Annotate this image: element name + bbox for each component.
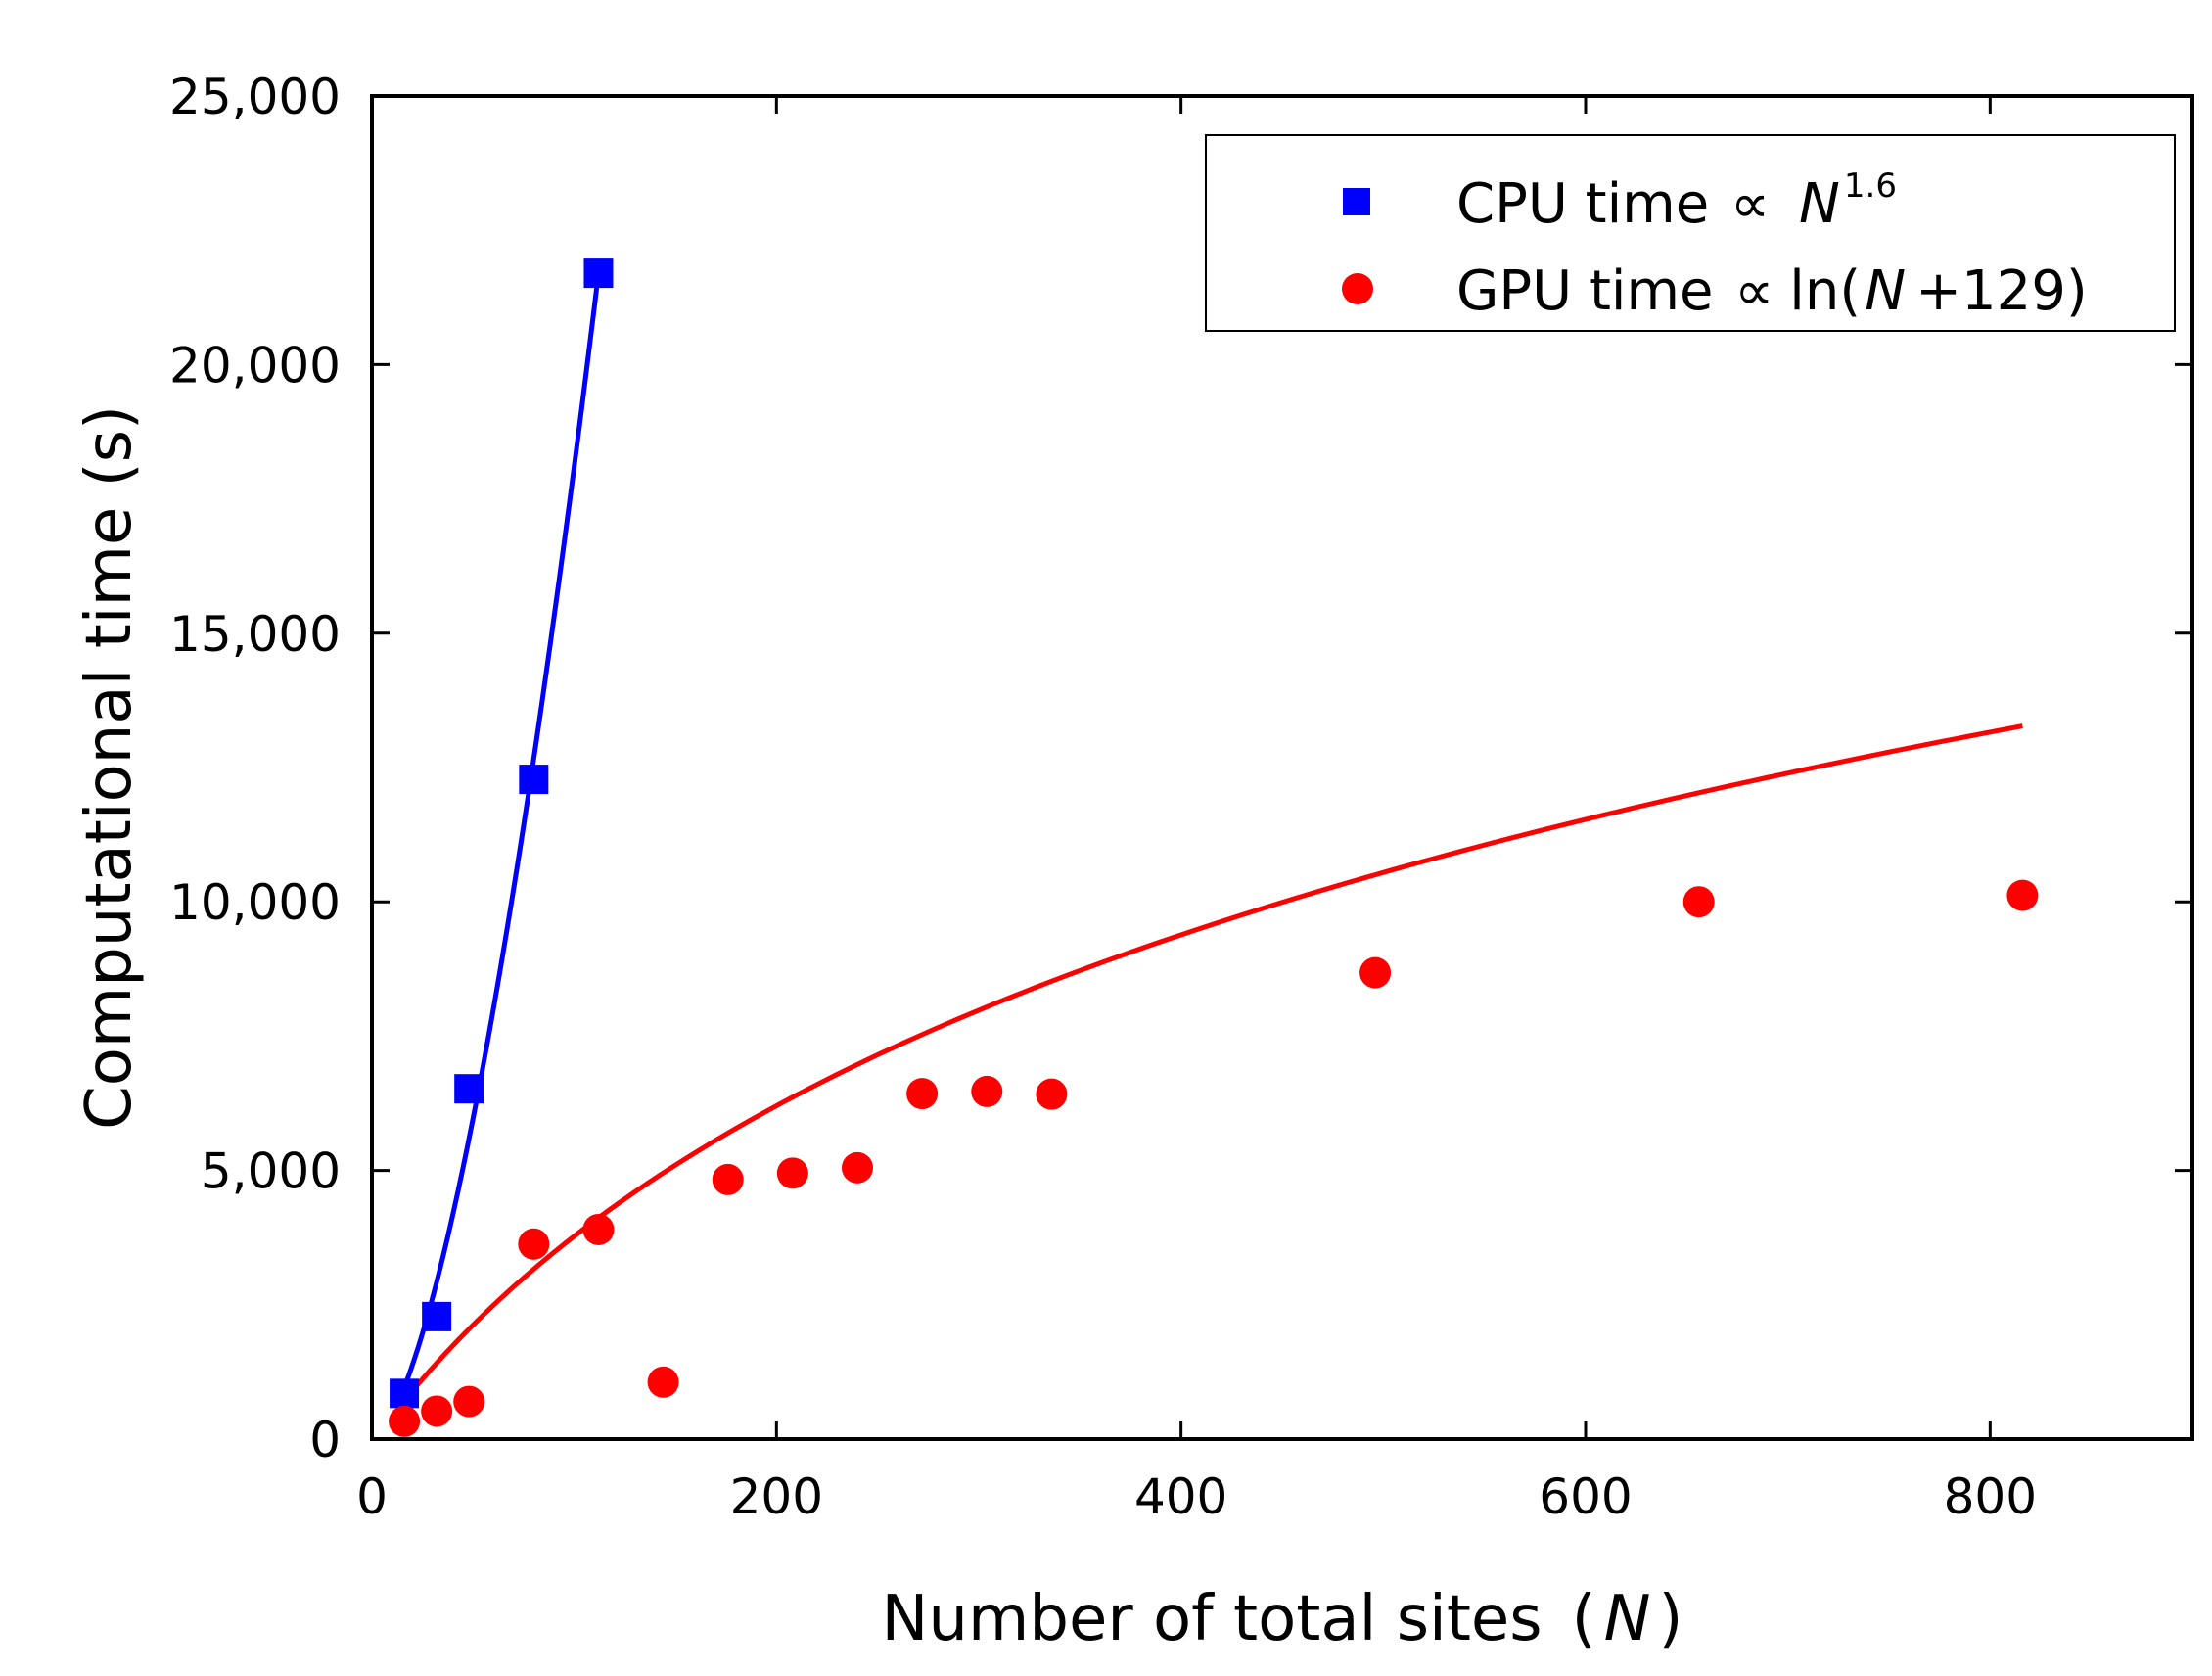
legend-gpu-text: GPU time bbox=[1456, 259, 1730, 323]
gpu-point bbox=[2006, 879, 2039, 911]
x-tick-label: 400 bbox=[1134, 1468, 1227, 1525]
gpu-point bbox=[906, 1078, 939, 1110]
cpu-point bbox=[390, 1378, 420, 1409]
x-tick-label: 0 bbox=[356, 1468, 388, 1525]
y-tick-label: 0 bbox=[309, 1412, 341, 1468]
gpu-point bbox=[389, 1405, 421, 1437]
y-tick-label: 20,000 bbox=[169, 337, 341, 394]
y-axis-title: Computational time (s) bbox=[73, 405, 146, 1130]
gpu-point bbox=[842, 1151, 873, 1184]
y-tick-label: 5,000 bbox=[201, 1143, 341, 1200]
gpu-point bbox=[971, 1075, 1003, 1107]
gpu-point bbox=[518, 1228, 550, 1260]
y-tick-label: 15,000 bbox=[169, 606, 341, 663]
x-axis-title: Number of total sites(N) bbox=[882, 1583, 1683, 1655]
proportional-symbol: ∝ bbox=[1730, 172, 1770, 236]
gpu-fit-curve bbox=[402, 723, 2023, 1403]
legend-cpu-marker bbox=[1343, 188, 1370, 215]
legend-cpu-label: CPU time ∝ N 1.6 bbox=[1456, 166, 1897, 236]
cpu-point bbox=[583, 258, 614, 289]
legend-gpu-marker bbox=[1342, 273, 1373, 304]
legend-gpu-label: GPU time ∝ ln(N +129) bbox=[1456, 259, 2088, 323]
gpu-point bbox=[1359, 956, 1392, 989]
x-axis-title-text: Number of total sites bbox=[882, 1583, 1543, 1655]
gpu-point bbox=[647, 1366, 679, 1398]
fit-curves bbox=[401, 272, 2023, 1403]
y-tick-label: 10,000 bbox=[169, 874, 341, 931]
gpu-point bbox=[453, 1385, 485, 1418]
gpu-point bbox=[582, 1213, 615, 1245]
tick-labels: 0 200 400 600 800 0 5,000 10,000 15,000 20,000 25,… bbox=[169, 69, 2037, 1525]
cpu-point bbox=[422, 1301, 452, 1331]
data-points bbox=[389, 258, 2039, 1437]
y-tick-label: 25,000 bbox=[169, 69, 341, 125]
gpu-point bbox=[1682, 886, 1715, 918]
gpu-point bbox=[421, 1395, 453, 1427]
legend: CPU time ∝ N 1.6 GPU time ∝ ln(N +129) bbox=[1205, 134, 2176, 332]
gpu-point bbox=[776, 1157, 808, 1189]
legend-cpu-text: CPU time bbox=[1456, 172, 1727, 236]
cpu-point bbox=[519, 765, 549, 795]
x-axis-title-symbol: N bbox=[1604, 1583, 1651, 1655]
x-tick-label: 800 bbox=[1944, 1468, 2037, 1525]
cpu-fit-curve bbox=[401, 272, 601, 1388]
plot-frame bbox=[370, 94, 2194, 1441]
x-tick-label: 200 bbox=[730, 1468, 823, 1525]
gpu-point bbox=[712, 1163, 744, 1195]
proportional-symbol: ∝ bbox=[1734, 259, 1774, 323]
x-tick-label: 600 bbox=[1539, 1468, 1632, 1525]
gpu-point bbox=[1036, 1078, 1068, 1110]
cpu-point bbox=[454, 1074, 484, 1104]
